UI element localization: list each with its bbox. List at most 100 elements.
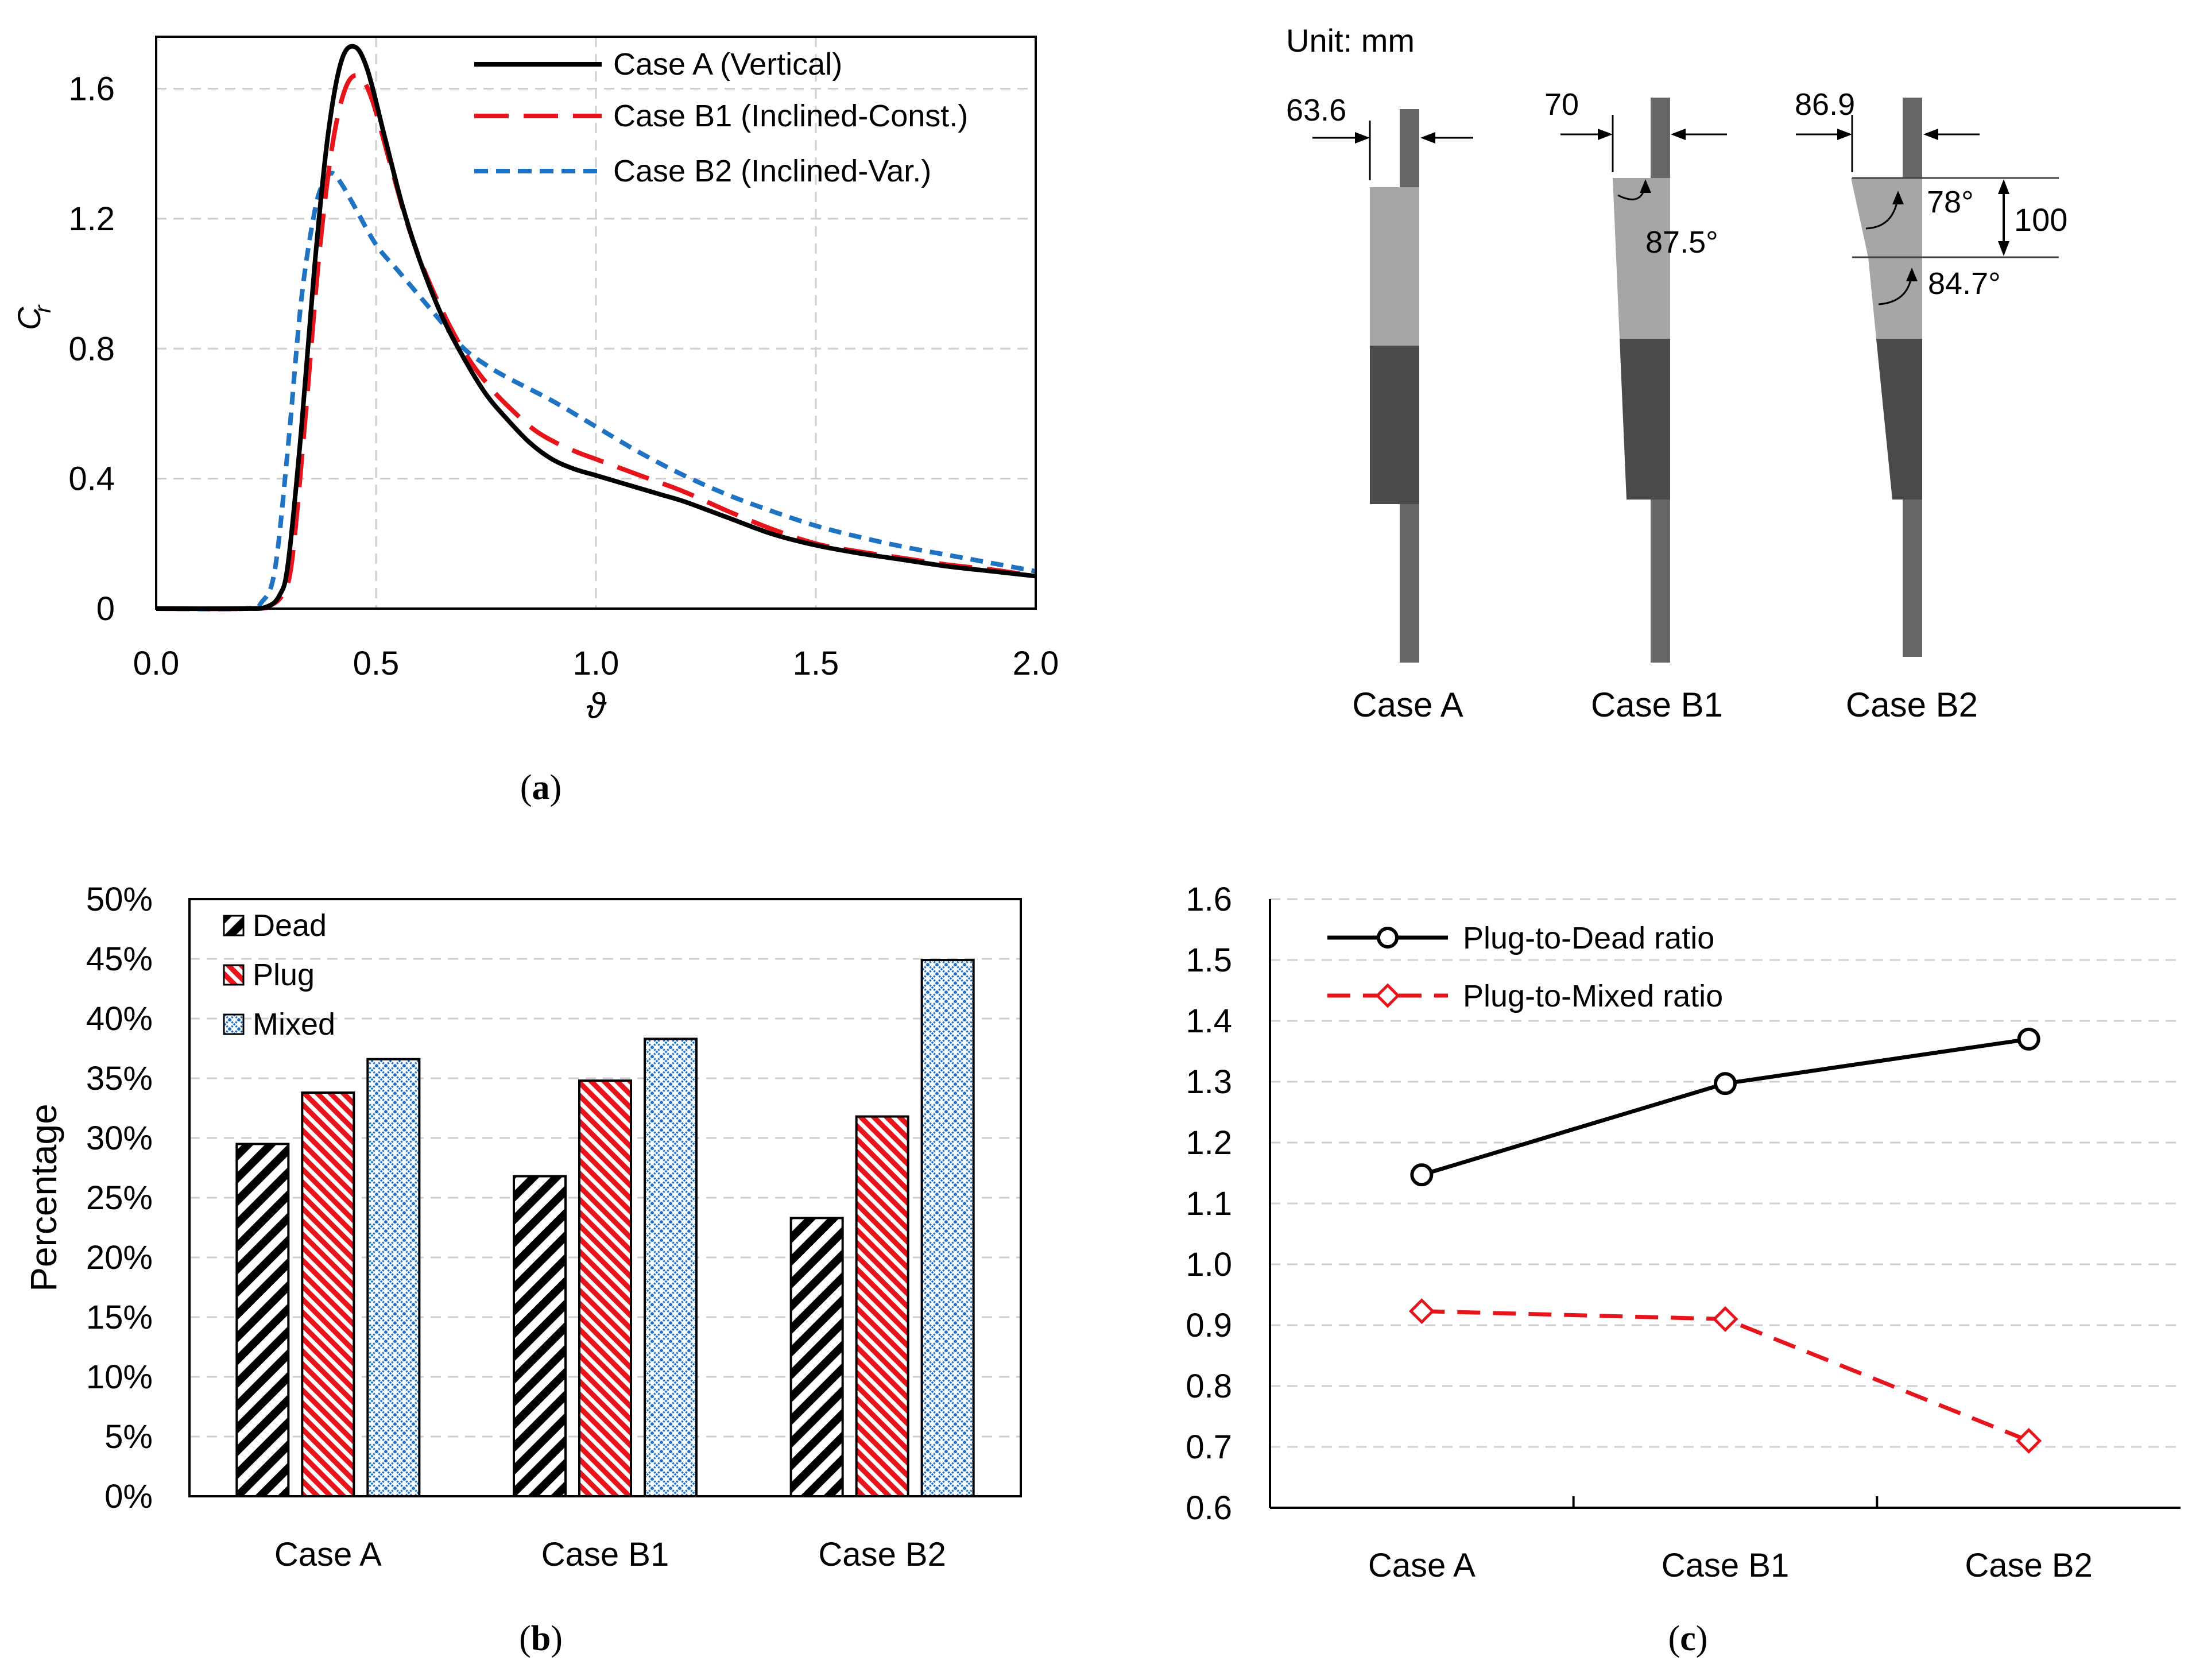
case-b1-name: Case B1 <box>1591 686 1723 724</box>
case-a-arrowhead-right <box>1420 132 1435 144</box>
case-a-arrowhead-left <box>1355 132 1370 144</box>
chart-b-ytick-label: 45% <box>86 940 153 978</box>
case-b2-height-label: 100 <box>2014 202 2067 238</box>
case-b2-angle-bottom-arrowhead <box>1906 268 1918 281</box>
chart-c-xtick-label: Case A <box>1368 1547 1476 1584</box>
chart-b-bar <box>855 1115 909 1498</box>
legend-marker-plug-to-mixed <box>1375 983 1400 1008</box>
diagram-unit-label: Unit: mm <box>1286 22 1415 59</box>
chart-c: 0.6 0.7 0.8 0.9 1.0 1.1 1.2 1.3 1.4 1.5 1.6 Case A C… <box>1186 881 2181 1584</box>
chart-a-series <box>156 44 1036 611</box>
chart-b-xtick-label: Case B1 <box>541 1536 669 1573</box>
case-b2-arrowhead-left <box>1837 129 1852 140</box>
chart-c-ytick-label: 1.4 <box>1186 1002 1232 1040</box>
diagram-case-b2: 86.9 100 78° 84.7° Case B2 <box>1795 87 2067 724</box>
panel-label-c: (c) <box>1668 1619 1708 1658</box>
chart-c-ticks: 0.6 0.7 0.8 0.9 1.0 1.1 1.2 1.3 1.4 1.5 1.6 Case A C… <box>1186 881 2093 1584</box>
legend-label-mixed: Mixed <box>253 1007 335 1042</box>
chart-a-xtick-label: 1.0 <box>573 645 619 682</box>
chart-c-ytick-label: 0.9 <box>1186 1307 1232 1344</box>
chart-c-ytick-label: 1.3 <box>1186 1063 1232 1101</box>
legend-label-case-b1: Case B1 (Inclined-Const.) <box>613 99 968 133</box>
case-b1-upper-block <box>1613 178 1670 339</box>
chart-b-bar <box>366 1058 421 1497</box>
chart-b-bar <box>789 1217 844 1498</box>
chart-c-ytick-label: 1.1 <box>1186 1185 1232 1222</box>
chart-b-ytick-label: 40% <box>86 1000 153 1038</box>
chart-b-bar <box>235 1143 290 1497</box>
chart-b-ytick-label: 25% <box>86 1179 153 1217</box>
chart-c-point-diamond <box>1408 1298 1435 1325</box>
case-b1-arrowhead-left <box>1598 129 1613 140</box>
chart-a: 0.0 0.5 1.0 1.5 2.0 0 0.4 0.8 1.2 1.6 C r ϑ Case … <box>11 36 1059 726</box>
legend-marker-plug-to-dead <box>1377 927 1399 949</box>
legend-label-plug-to-dead: Plug-to-Dead ratio <box>1463 921 1714 955</box>
chart-a-ytick-label: 1.2 <box>68 200 115 238</box>
chart-b-ytick-label: 0% <box>104 1478 153 1515</box>
chart-c-point-diamond <box>1712 1306 1738 1332</box>
chart-c-point-circle <box>1410 1163 1434 1187</box>
legend-label-plug: Plug <box>253 958 315 992</box>
case-b2-arrowhead-right <box>1923 129 1938 140</box>
case-b2-height-arrow-up <box>1998 179 2009 194</box>
chart-a-ylabel-subscript: r <box>30 304 56 313</box>
chart-a-xtick-label: 0.0 <box>133 645 180 682</box>
legend-swatch-mixed <box>223 1013 245 1035</box>
chart-c-xtick-label: Case B1 <box>1662 1547 1789 1584</box>
panel-label-b: (b) <box>519 1619 563 1658</box>
chart-b-ytick-label: 10% <box>86 1358 153 1396</box>
chart-a-ytick-label: 0 <box>96 590 115 628</box>
legend-label-case-b2: Case B2 (Inclined-Var.) <box>613 154 931 188</box>
chart-a-plot-frame <box>155 36 1037 610</box>
chart-a-xlabel: ϑ <box>586 686 607 726</box>
diagram-case-b1: 70 87.5° Case B1 <box>1544 87 1727 724</box>
diagram-case-a: 63.6 Case A <box>1286 93 1473 724</box>
case-b2-angle-top-label: 78° <box>1927 185 1974 219</box>
chart-b-xtick-label: Case A <box>274 1536 382 1573</box>
panel-label-a: (a) <box>520 768 561 807</box>
geometry-diagram: Unit: mm 63.6 Case A 70 <box>1286 22 2067 724</box>
chart-c-ytick-label: 0.8 <box>1186 1368 1232 1405</box>
chart-c-ytick-label: 1.6 <box>1186 881 1232 918</box>
case-b1-angle-label: 87.5° <box>1645 225 1718 260</box>
legend-swatch-plug <box>223 964 245 986</box>
chart-b-xtick-label: Case B2 <box>818 1536 946 1573</box>
case-b2-name: Case B2 <box>1846 686 1978 724</box>
chart-c-legend: Plug-to-Dead ratio Plug-to-Mixed ratio <box>1327 921 1723 1013</box>
chart-b-ytick-label: 15% <box>86 1299 153 1336</box>
chart-c-point-circle <box>1714 1072 1737 1096</box>
chart-b-bar <box>644 1038 698 1497</box>
case-a-width-label: 63.6 <box>1286 93 1346 127</box>
case-b1-width-label: 70 <box>1544 87 1579 122</box>
chart-a-ylabel: C <box>11 307 47 330</box>
chart-b-ytick-label: 5% <box>104 1418 153 1456</box>
chart-c-point-diamond <box>2016 1427 2042 1454</box>
legend-label-dead: Dead <box>253 908 327 943</box>
chart-a-xtick-label: 0.5 <box>353 645 400 682</box>
case-b1-lower-block <box>1620 339 1670 500</box>
chart-c-ytick-label: 0.7 <box>1186 1429 1232 1466</box>
chart-b: 0% 5% 10% 15% 20% 25% 30% 35% 40% 45% 50% Case A Cas… <box>23 881 1022 1573</box>
case-b2-upper-block-bottom <box>1868 257 1922 339</box>
chart-c-ytick-label: 1.2 <box>1186 1124 1232 1162</box>
case-b2-height-arrow-down <box>1998 241 2009 256</box>
chart-b-bar <box>920 959 975 1497</box>
case-b2-angle-bottom-label: 84.7° <box>1928 266 2001 301</box>
chart-b-plot-frame <box>188 898 1022 1497</box>
chart-c-grid <box>1270 898 2181 1448</box>
chart-c-ytick-label: 0.6 <box>1186 1489 1232 1527</box>
case-b1-angle-arrowhead <box>1640 179 1651 193</box>
legend-swatch-dead <box>223 915 245 936</box>
chart-b-ytick-label: 30% <box>86 1120 153 1157</box>
case-b2-angle-top-arrowhead <box>1892 191 1904 204</box>
chart-c-xtick-label: Case B2 <box>1965 1547 2092 1584</box>
case-b2-width-label: 86.9 <box>1795 87 1855 122</box>
case-b2-upper-block-top <box>1851 178 1922 257</box>
chart-b-bar <box>301 1091 355 1497</box>
chart-b-bar <box>513 1175 567 1498</box>
chart-c-series-line <box>1421 1037 2030 1177</box>
chart-c-ytick-label: 1.0 <box>1186 1246 1232 1283</box>
chart-a-ytick-label: 1.6 <box>68 71 115 108</box>
chart-a-series-line <box>156 44 1036 611</box>
